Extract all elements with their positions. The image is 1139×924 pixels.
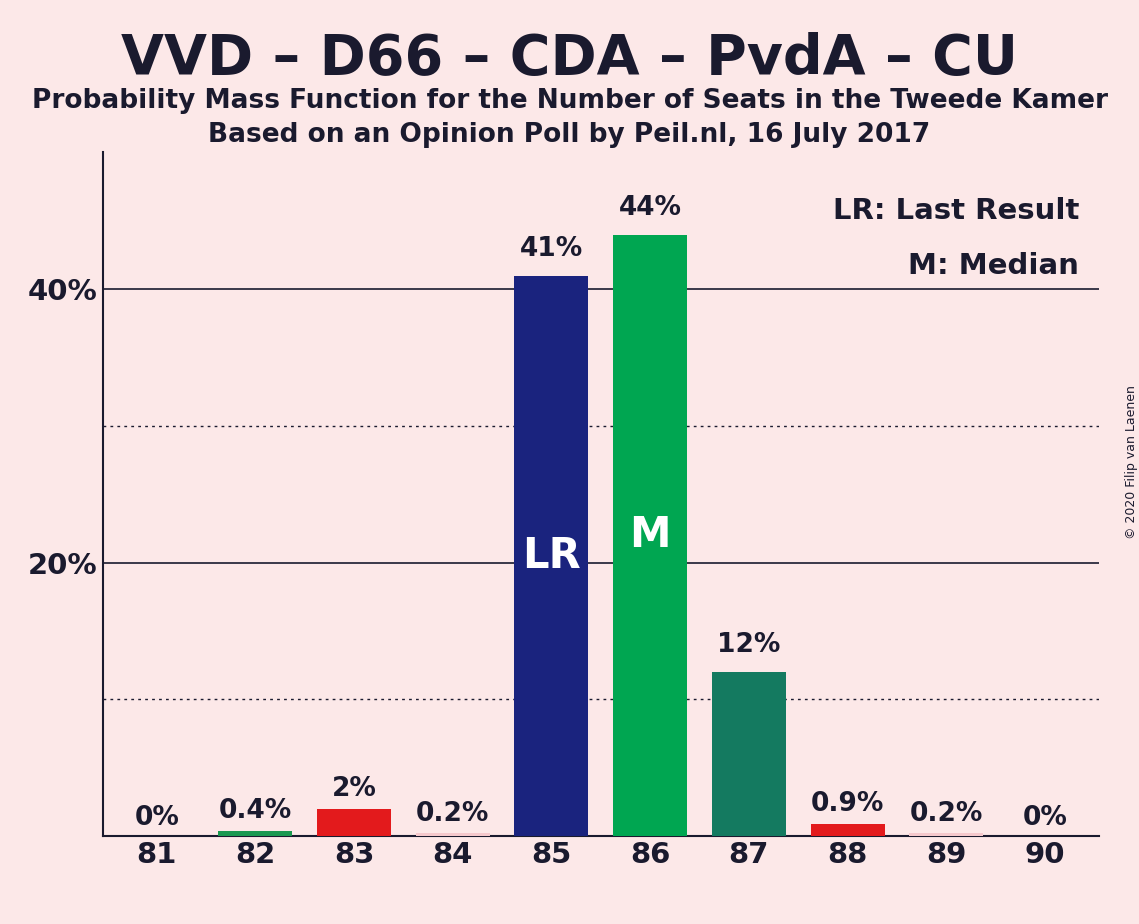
Text: VVD – D66 – CDA – PvdA – CU: VVD – D66 – CDA – PvdA – CU — [121, 32, 1018, 86]
Text: LR: Last Result: LR: Last Result — [833, 197, 1079, 225]
Bar — [613, 235, 687, 836]
Text: 0.9%: 0.9% — [811, 791, 884, 817]
Bar — [219, 831, 293, 836]
Bar — [515, 275, 589, 836]
Text: Based on an Opinion Poll by Peil.nl, 16 July 2017: Based on an Opinion Poll by Peil.nl, 16 … — [208, 122, 931, 148]
Bar — [416, 833, 490, 836]
Bar — [811, 824, 885, 836]
Bar — [909, 833, 983, 836]
Bar — [317, 808, 391, 836]
Text: 0.2%: 0.2% — [910, 801, 983, 827]
Text: M: Median: M: Median — [908, 251, 1079, 280]
Text: 0.4%: 0.4% — [219, 798, 292, 824]
Text: M: M — [630, 515, 671, 556]
Text: LR: LR — [522, 535, 581, 577]
Text: 44%: 44% — [618, 195, 681, 221]
Bar — [712, 672, 786, 836]
Text: 0.2%: 0.2% — [416, 801, 490, 827]
Text: 0%: 0% — [134, 805, 179, 831]
Text: Probability Mass Function for the Number of Seats in the Tweede Kamer: Probability Mass Function for the Number… — [32, 88, 1107, 114]
Text: 12%: 12% — [718, 632, 780, 659]
Text: 2%: 2% — [331, 776, 377, 802]
Text: © 2020 Filip van Laenen: © 2020 Filip van Laenen — [1124, 385, 1138, 539]
Text: 41%: 41% — [519, 236, 583, 261]
Text: 0%: 0% — [1023, 805, 1067, 831]
